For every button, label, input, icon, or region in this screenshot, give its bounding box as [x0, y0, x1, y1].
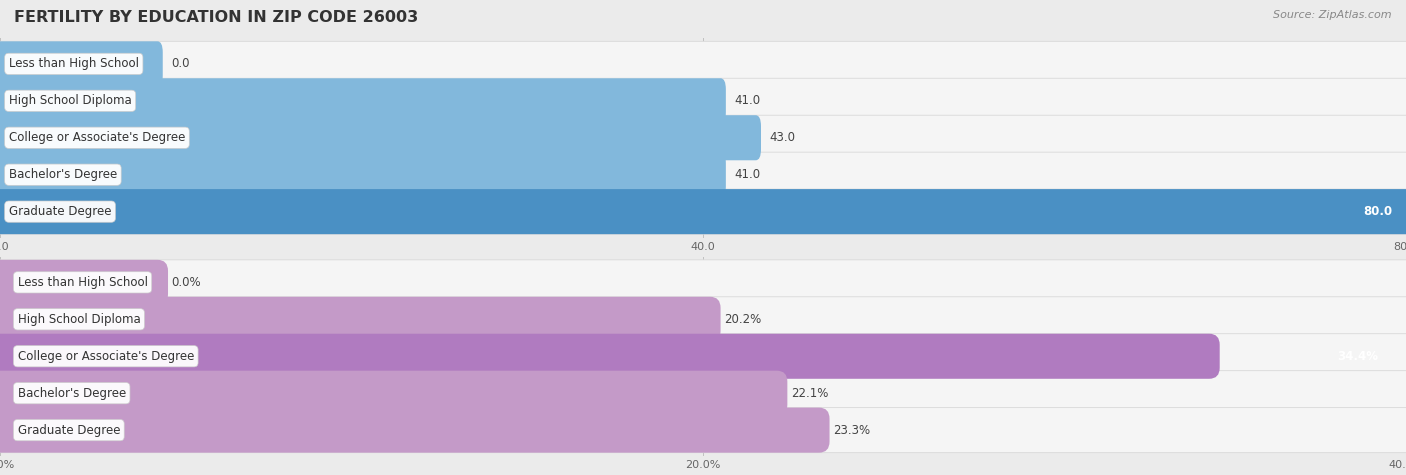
- Text: Bachelor's Degree: Bachelor's Degree: [8, 168, 117, 181]
- FancyBboxPatch shape: [0, 115, 761, 160]
- FancyBboxPatch shape: [0, 41, 163, 86]
- Text: Less than High School: Less than High School: [17, 276, 148, 289]
- Text: 20.2%: 20.2%: [724, 313, 761, 326]
- Text: College or Associate's Degree: College or Associate's Degree: [8, 131, 186, 144]
- FancyBboxPatch shape: [0, 115, 1406, 160]
- Text: Less than High School: Less than High School: [8, 57, 139, 70]
- FancyBboxPatch shape: [0, 370, 1406, 416]
- Text: 23.3%: 23.3%: [832, 424, 870, 437]
- FancyBboxPatch shape: [0, 297, 1406, 342]
- Text: Source: ZipAtlas.com: Source: ZipAtlas.com: [1274, 10, 1392, 19]
- Text: FERTILITY BY EDUCATION IN ZIP CODE 26003: FERTILITY BY EDUCATION IN ZIP CODE 26003: [14, 10, 419, 25]
- Text: 0.0: 0.0: [172, 57, 190, 70]
- Text: 41.0: 41.0: [734, 95, 761, 107]
- Text: Bachelor's Degree: Bachelor's Degree: [17, 387, 125, 399]
- FancyBboxPatch shape: [0, 152, 725, 197]
- Text: Graduate Degree: Graduate Degree: [17, 424, 120, 437]
- Text: 43.0: 43.0: [770, 131, 796, 144]
- FancyBboxPatch shape: [0, 408, 830, 453]
- Text: 0.0%: 0.0%: [172, 276, 201, 289]
- Text: 41.0: 41.0: [734, 168, 761, 181]
- FancyBboxPatch shape: [0, 297, 720, 342]
- FancyBboxPatch shape: [0, 370, 787, 416]
- Text: 22.1%: 22.1%: [790, 387, 828, 399]
- FancyBboxPatch shape: [0, 78, 725, 124]
- FancyBboxPatch shape: [0, 408, 1406, 453]
- Text: College or Associate's Degree: College or Associate's Degree: [17, 350, 194, 363]
- Text: 34.4%: 34.4%: [1337, 350, 1378, 363]
- FancyBboxPatch shape: [0, 189, 1406, 234]
- FancyBboxPatch shape: [0, 260, 1406, 305]
- FancyBboxPatch shape: [0, 41, 1406, 86]
- FancyBboxPatch shape: [0, 152, 1406, 197]
- FancyBboxPatch shape: [0, 260, 169, 305]
- Text: 80.0: 80.0: [1362, 205, 1392, 218]
- FancyBboxPatch shape: [0, 334, 1220, 379]
- FancyBboxPatch shape: [0, 189, 1406, 234]
- Text: Graduate Degree: Graduate Degree: [8, 205, 111, 218]
- FancyBboxPatch shape: [0, 78, 1406, 124]
- Text: High School Diploma: High School Diploma: [8, 95, 132, 107]
- Text: High School Diploma: High School Diploma: [17, 313, 141, 326]
- FancyBboxPatch shape: [0, 334, 1406, 379]
